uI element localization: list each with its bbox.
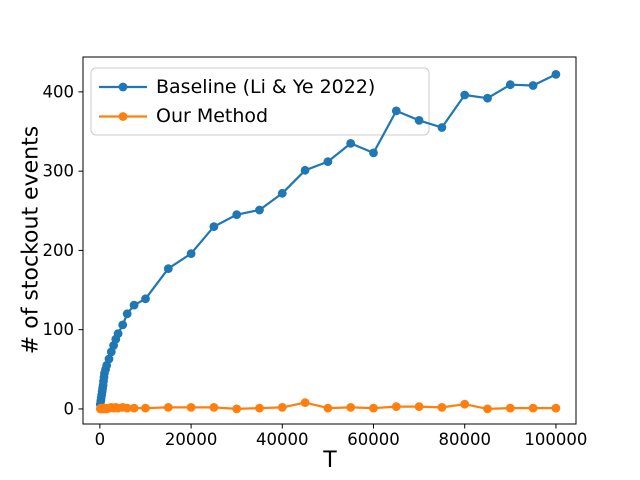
data-point-marker — [277, 403, 287, 412]
data-point-marker — [391, 106, 401, 116]
data-point-marker — [129, 300, 139, 310]
y-tick-label: 200 — [43, 241, 75, 260]
data-point-marker — [255, 403, 264, 413]
x-tick-label: 60000 — [347, 430, 400, 449]
plot-border — [82, 56, 577, 425]
data-point-marker — [460, 399, 470, 409]
y-tick-label: 400 — [43, 82, 75, 101]
data-point-marker — [277, 188, 287, 198]
data-point-marker — [104, 354, 114, 364]
x-tick-label: 80000 — [438, 430, 491, 449]
data-point-marker — [346, 403, 356, 412]
data-point-marker — [460, 90, 470, 100]
data-point-marker — [414, 402, 424, 411]
x-axis-label: T — [323, 448, 337, 473]
data-point-marker — [141, 294, 150, 304]
data-point-marker — [186, 403, 196, 412]
data-point-marker — [209, 222, 219, 232]
legend-label-our-method: Our Method — [156, 105, 269, 127]
data-point-marker — [323, 403, 333, 413]
data-point-marker — [163, 403, 173, 412]
data-point-marker — [551, 70, 561, 79]
data-point-marker — [323, 157, 333, 167]
data-point-marker — [232, 210, 242, 220]
data-point-marker — [209, 403, 219, 412]
data-point-marker — [551, 403, 561, 413]
data-point-marker — [391, 402, 401, 411]
legend-sample-marker — [118, 82, 128, 92]
data-point-marker — [300, 398, 310, 407]
data-point-marker — [483, 404, 492, 414]
data-point-marker — [122, 403, 132, 413]
data-point-marker — [113, 329, 123, 338]
x-tick-label: 40000 — [256, 430, 309, 449]
legend-label-baseline: Baseline (Li & Ye 2022) — [156, 76, 376, 98]
data-point-marker — [141, 403, 150, 413]
y-tick-label: 0 — [64, 399, 75, 418]
data-point-marker — [118, 320, 128, 330]
data-point-marker — [186, 249, 196, 258]
data-point-marker — [414, 116, 424, 125]
x-tick-label: 0 — [95, 430, 106, 449]
data-point-marker — [505, 80, 515, 90]
data-point-marker — [528, 81, 538, 90]
data-point-marker — [437, 403, 447, 412]
data-point-marker — [369, 148, 378, 158]
legend-box — [90, 67, 430, 136]
data-point-marker — [528, 403, 538, 413]
legend-sample-marker — [118, 112, 128, 121]
data-point-marker — [255, 205, 264, 215]
data-point-marker — [300, 165, 310, 175]
x-tick-label: 100000 — [524, 430, 587, 449]
y-axis-label: # of stockout events — [18, 125, 44, 355]
y-tick-label: 300 — [43, 162, 75, 181]
data-point-marker — [483, 93, 492, 103]
data-point-marker — [163, 264, 173, 273]
data-point-marker — [122, 309, 132, 319]
data-point-marker — [505, 403, 515, 413]
data-point-marker — [346, 139, 356, 148]
data-point-marker — [232, 404, 242, 414]
data-point-marker — [369, 403, 378, 413]
y-tick-label: 100 — [43, 320, 75, 339]
x-tick-label: 20000 — [165, 430, 218, 449]
data-point-marker — [129, 403, 139, 413]
data-point-marker — [437, 123, 447, 132]
